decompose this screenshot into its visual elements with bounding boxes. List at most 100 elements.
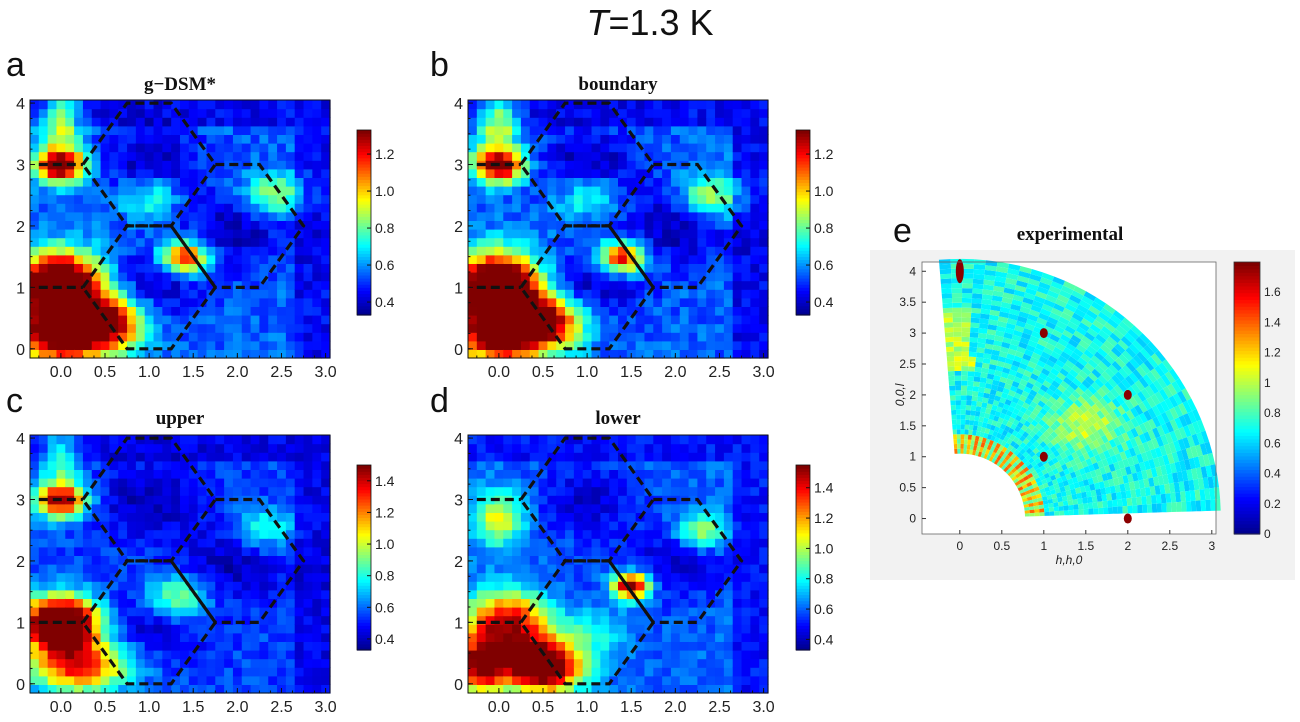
heatmap-cell [600,211,610,221]
heatmap-cell [732,546,743,556]
heatmap-cell [538,443,549,453]
intensity-cell [1008,465,1015,471]
heatmap-cell [476,598,487,608]
heatmap-cell [109,246,119,256]
heatmap-cell [503,478,513,488]
heatmap-cell [285,650,296,660]
intensity-cell [979,411,986,418]
heatmap-cell [538,512,549,522]
heatmap-cell [609,624,619,634]
heatmap-cell [609,581,619,591]
heatmap-cell [47,340,58,350]
heatmap-cell [162,581,172,591]
heatmap-cell [215,512,225,522]
colorbar-segment [357,274,371,279]
heatmap-cell [644,589,654,599]
heatmap-cell [732,624,743,634]
heatmap-cell [241,125,252,135]
colorbar-segment [357,585,371,589]
heatmap-cell [618,280,628,290]
heatmap-cell [232,280,243,290]
heatmap-cell [118,435,128,445]
heatmap-cell [688,203,699,213]
heatmap-cell [294,546,305,556]
heatmap-cell [109,521,119,531]
heatmap-cell [662,143,672,153]
heatmap-cell [118,220,128,230]
heatmap-cell [277,615,287,625]
heatmap-cell [741,512,751,522]
intensity-cell [1035,477,1042,483]
heatmap-cell [547,168,557,178]
heatmap-cell [582,650,593,660]
heatmap-cell [206,194,216,204]
heatmap-cell [259,315,269,325]
heatmap-cell [679,211,690,221]
heatmap-cell [303,460,313,470]
heatmap-cell [635,607,646,617]
heatmap-cell [503,108,513,118]
heatmap-cell [224,589,234,599]
x-tick-label: 1.5 [182,699,204,716]
heatmap-cell [670,254,681,264]
heatmap-cell [171,546,181,556]
heatmap-cell [118,512,128,522]
heatmap-cell [74,203,84,213]
heatmap-cell [241,220,252,230]
heatmap-cell [206,675,216,685]
heatmap-cell [653,246,663,256]
heatmap-cell [303,151,313,161]
heatmap-cell [135,495,146,505]
colorbar-segment [796,594,810,599]
heatmap-cell [312,349,322,359]
heatmap-cell [162,641,172,651]
heatmap-cell [759,108,769,118]
heatmap-cell [38,529,49,539]
heatmap-cell [56,211,66,221]
heatmap-cell [582,100,593,110]
heatmap-cell [494,624,504,634]
heatmap-cell [670,289,681,299]
heatmap-cell [153,650,163,660]
heatmap-cell [591,469,601,479]
intensity-cell [1004,425,1011,432]
intensity-cell [1030,460,1038,467]
heatmap-cell [30,323,40,333]
heatmap-cell [232,134,243,144]
heatmap-cell [303,443,313,453]
heatmap-cell [74,340,84,350]
heatmap-cell [180,632,190,642]
colorbar-segment [357,142,371,147]
heatmap-cell [732,555,743,565]
heatmap-cell [206,100,216,110]
heatmap-cell [503,203,513,213]
heatmap-cell [188,478,199,488]
heatmap-cell [135,607,146,617]
intensity-cell [974,415,980,422]
heatmap-cell [224,203,234,213]
heatmap-cell [321,598,331,608]
heatmap-cell [476,589,487,599]
heatmap-cell [679,117,690,127]
heatmap-cell [144,108,155,118]
heatmap-cell [688,624,699,634]
heatmap-cell [688,143,699,153]
heatmap-cell [118,229,128,239]
heatmap-cell [697,272,707,282]
heatmap-cell [135,306,146,316]
heatmap-cell [476,615,487,625]
heatmap-cell [65,229,75,239]
heatmap-cell [144,452,155,462]
heatmap-cell [573,650,584,660]
intensity-cell [1054,472,1061,479]
heatmap-cell [741,589,751,599]
heatmap-cell [750,675,760,685]
colorbar-segment [357,204,371,208]
heatmap-cell [609,598,619,608]
heatmap-cell [609,186,619,196]
heatmap-cell [127,134,137,144]
heatmap-cell [644,272,654,282]
heatmap-cell [65,108,75,118]
heatmap-cell [512,675,522,685]
heatmap-cell [285,263,296,273]
